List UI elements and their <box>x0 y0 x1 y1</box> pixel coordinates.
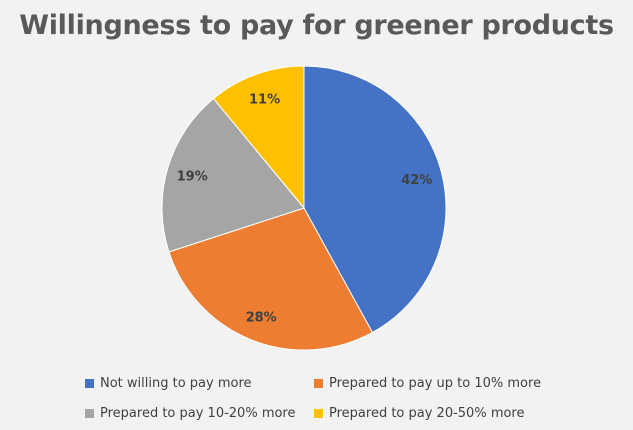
legend-item-not-willing: Not willing to pay more <box>85 376 252 391</box>
data-label-up-to-10: 28% <box>246 310 277 325</box>
legend-swatch <box>314 379 323 388</box>
legend: Not willing to pay more Prepared to pay … <box>0 370 633 430</box>
chart-title: Willingness to pay for greener products <box>19 10 614 41</box>
legend-item-10-20: Prepared to pay 10-20% more <box>85 406 296 421</box>
legend-swatch <box>85 379 94 388</box>
pie-slices <box>161 65 447 351</box>
legend-swatch <box>314 409 323 418</box>
legend-item-up-to-10: Prepared to pay up to 10% more <box>314 376 541 391</box>
legend-label: Prepared to pay 10-20% more <box>100 406 296 421</box>
data-label-not-willing: 42% <box>401 173 432 188</box>
pie-slice-10-20 <box>161 97 305 253</box>
legend-label: Prepared to pay up to 10% more <box>329 376 542 391</box>
data-label-10-20: 19% <box>177 170 208 185</box>
legend-item-20-50: Prepared to pay 20-50% more <box>314 406 525 421</box>
pie-data-labels: 42% 28% 19% 11% <box>177 92 433 325</box>
pie-slice-not-willing <box>303 65 447 334</box>
pie-chart: 42% 28% 19% 11% <box>161 65 447 351</box>
legend-swatch <box>85 409 94 418</box>
legend-label: Not willing to pay more <box>100 376 252 391</box>
data-label-20-50: 11% <box>249 92 280 107</box>
pie-slice-up-to-10 <box>168 207 374 351</box>
legend-label: Prepared to pay 20-50% more <box>329 406 525 421</box>
pie-slice-20-50 <box>212 65 305 210</box>
